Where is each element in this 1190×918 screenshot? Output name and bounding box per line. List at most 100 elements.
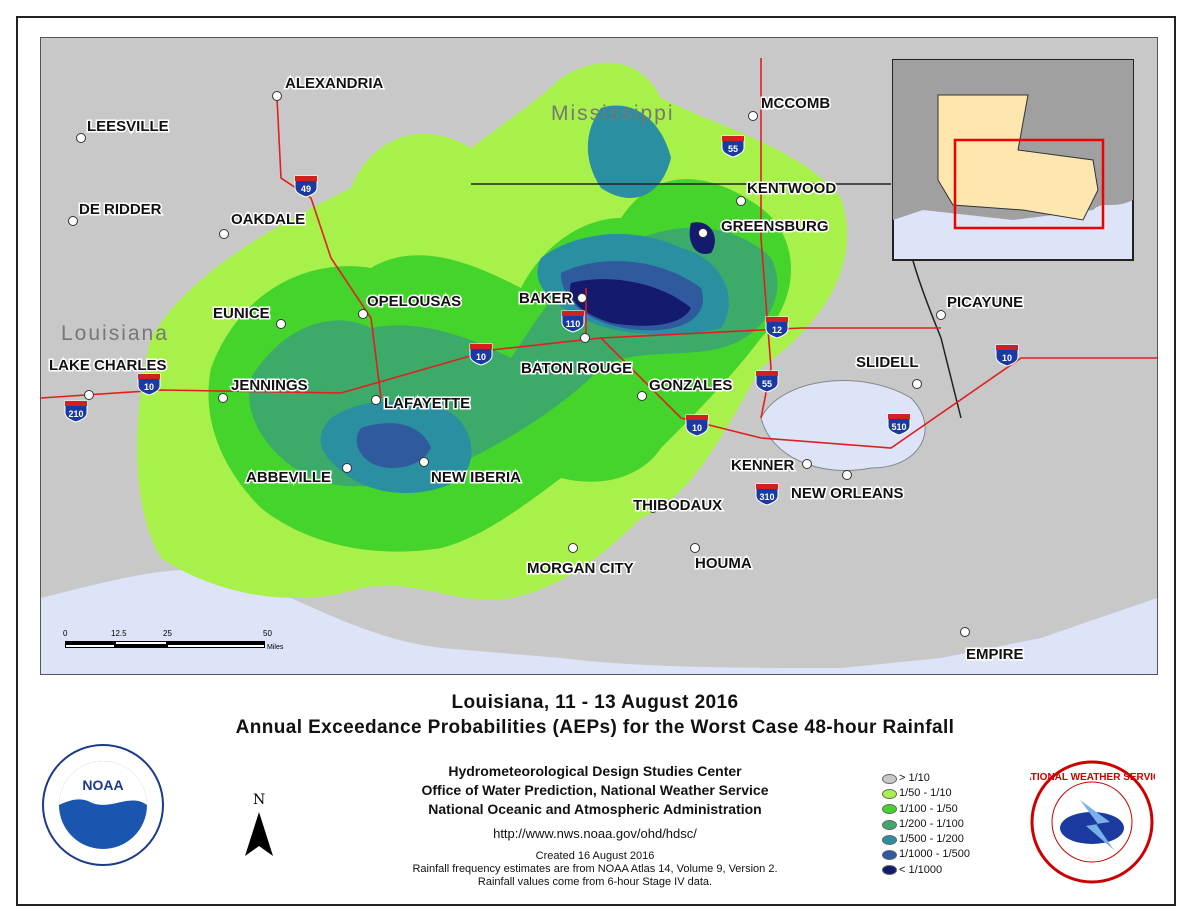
credit-noaa: National Oceanic and Atmospheric Adminis… — [428, 801, 762, 817]
scale-bar: 0 12.5 25 50 Miles — [63, 629, 284, 651]
city-label: LAFAYETTE — [384, 395, 470, 412]
city-label: NEW IBERIA — [431, 469, 521, 486]
legend-label: 1/100 - 1/50 — [899, 802, 958, 815]
city-label: NEW ORLEANS — [791, 485, 904, 502]
city-label: KENTWOOD — [747, 180, 836, 197]
interstate-number: 10 — [692, 423, 702, 433]
city-marker — [219, 229, 229, 239]
inset-extent-box — [953, 138, 1105, 230]
interstate-number: 49 — [301, 184, 311, 194]
interstate-number: 310 — [759, 492, 774, 502]
city-label: MCCOMB — [761, 95, 830, 112]
north-arrow: N — [245, 792, 273, 856]
city-label: OPELOUSAS — [367, 293, 461, 310]
aep-zones — [137, 62, 848, 601]
legend-item: 1/50 - 1/10 — [882, 786, 970, 801]
nws-logo-text: NATIONAL WEATHER SERVICE — [1030, 772, 1155, 783]
interstate-shield: 10 — [137, 373, 161, 396]
interstate-shield: 110 — [561, 310, 585, 333]
city-label: SLIDELL — [856, 354, 919, 371]
legend-item: < 1/1000 — [882, 863, 970, 878]
interstate-shield: 55 — [755, 370, 779, 393]
north-label: N — [253, 792, 265, 808]
noaa-logo-text: NOAA — [82, 777, 123, 793]
city-label: ABBEVILLE — [246, 469, 331, 486]
legend-swatch — [882, 850, 897, 861]
scale-tick: 50 — [263, 629, 272, 638]
city-label: GONZALES — [649, 377, 732, 394]
city-label: MORGAN CITY — [527, 560, 634, 577]
state-labels: Mississippi Louisiana — [61, 102, 675, 345]
hdsc-url-link[interactable]: http://www.nws.noaa.gov/ohd/hdsc/ — [493, 826, 697, 841]
city-label: EUNICE — [213, 305, 270, 322]
legend-swatch — [882, 834, 897, 845]
legend-label: 1/200 - 1/100 — [899, 817, 964, 830]
interstate-number: 10 — [476, 352, 486, 362]
state-label-louisiana: Louisiana — [61, 322, 169, 345]
legend-item: > 1/10 — [882, 771, 970, 786]
city-marker — [272, 91, 282, 101]
legend-item: 1/200 - 1/100 — [882, 817, 970, 832]
city-marker — [648, 503, 658, 513]
city-marker — [218, 393, 228, 403]
legend-label: 1/1000 - 1/500 — [899, 848, 970, 861]
city-labels: ALEXANDRIA LEESVILLE DE RIDDER OAKDALE EUNIC… — [48, 74, 1026, 665]
interstate-shield: 12 — [765, 316, 789, 339]
scale-unit: Miles — [267, 644, 284, 651]
legend: > 1/10 1/50 - 1/10 1/100 - 1/50 1/200 - 1/1… — [882, 771, 970, 878]
city-marker — [276, 319, 286, 329]
city-label: LEESVILLE — [87, 118, 169, 135]
interstate-highways — [41, 58, 1157, 449]
city-marker — [748, 111, 758, 121]
rainfall-aep-map: Mississippi Louisiana ALEXANDRIA LEESVILL… — [40, 37, 1158, 675]
legend-label: < 1/1000 — [899, 863, 943, 876]
city-label: EMPIRE — [966, 646, 1024, 663]
city-marker — [842, 470, 852, 480]
interstate-shield: 10 — [685, 414, 709, 437]
interstate-number: 55 — [728, 144, 738, 154]
credit-hdsc: Hydrometeorological Design Studies Cente… — [448, 763, 742, 779]
city-marker — [419, 457, 429, 467]
legend-swatch — [882, 865, 897, 876]
interstate-number: 10 — [1002, 353, 1012, 363]
city-label: LAKE CHARLES — [49, 357, 167, 374]
legend-item: 1/100 - 1/50 — [882, 802, 970, 817]
city-marker — [68, 216, 78, 226]
legend-swatch — [882, 819, 897, 830]
city-marker — [960, 627, 970, 637]
legend-swatch — [882, 788, 897, 799]
interstate-number: 12 — [772, 325, 782, 335]
city-label: JENNINGS — [231, 377, 308, 394]
gulf-of-mexico — [41, 569, 1157, 674]
nws-logo: NATIONAL WEATHER SERVICE — [1030, 760, 1155, 884]
notes: Created 16 August 2016 Rainfall frequenc… — [340, 850, 850, 889]
interstate-number: 510 — [891, 422, 906, 432]
interstate-number: 55 — [762, 379, 772, 389]
city-marker — [342, 463, 352, 473]
city-label: THIBODAUX — [633, 497, 722, 514]
title-line-2: Annual Exceedance Probabilities (AEPs) f… — [235, 717, 955, 738]
legend-swatch — [882, 804, 897, 815]
city-label: BATON ROUGE — [521, 360, 632, 377]
city-marker — [802, 459, 812, 469]
interstate-shield: 310 — [755, 483, 779, 506]
created-date: Created 16 August 2016 — [535, 850, 655, 862]
scale-tick: 25 — [163, 629, 172, 638]
title-line-1: Louisiana, 11 - 13 August 2016 — [451, 692, 739, 713]
interstate-number: 210 — [68, 409, 83, 419]
interstate-shield: 10 — [469, 343, 493, 366]
city-marker — [698, 228, 708, 238]
city-marker — [84, 390, 94, 400]
legend-label: 1/500 - 1/200 — [899, 833, 964, 846]
map-title: Louisiana, 11 - 13 August 2016 Annual Ex… — [0, 690, 1190, 740]
interstate-shields: 49 110 10 12 55 10 510 310 210 10 10 55 — [64, 135, 1019, 506]
interstate-shield: 210 — [64, 400, 88, 423]
city-label: ALEXANDRIA — [285, 75, 384, 92]
city-marker — [76, 133, 86, 143]
credit-owp: Office of Water Prediction, National Wea… — [421, 782, 769, 798]
city-label: DE RIDDER — [79, 201, 162, 218]
city-label: BAKER — [519, 290, 573, 307]
credits: Hydrometeorological Design Studies Cente… — [340, 762, 850, 819]
city-marker — [371, 395, 381, 405]
state-label-mississippi: Mississippi — [551, 102, 675, 125]
